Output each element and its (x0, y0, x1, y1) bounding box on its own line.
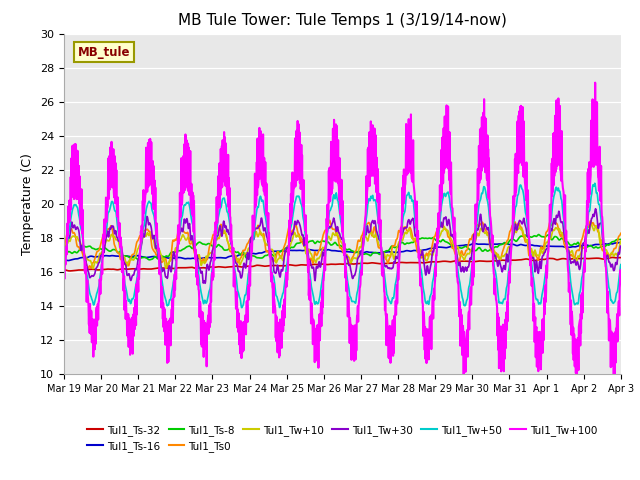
Tul1_Ts-16 (104, 253, 111, 259)
Tul1_Ts-8 (60, 253, 68, 259)
Tul1_Ts0 (326, 217, 333, 223)
Tul1_Tw+30 (592, 206, 600, 212)
Tul1_Tw+50 (60, 264, 68, 270)
Line: Tul1_Tw+30: Tul1_Tw+30 (64, 209, 621, 283)
Tul1_Ts-32 (126, 266, 134, 272)
Tul1_Tw+100 (318, 298, 326, 303)
Tul1_Ts-8 (535, 232, 543, 238)
Line: Tul1_Ts-16: Tul1_Ts-16 (64, 242, 621, 261)
Tul1_Tw+30 (318, 253, 326, 259)
Tul1_Ts-32 (609, 254, 616, 260)
Tul1_Ts-16 (378, 250, 385, 255)
Tul1_Ts-32 (378, 261, 385, 266)
Legend: Tul1_Ts-32, Tul1_Ts-16, Tul1_Ts-8, Tul1_Ts0, Tul1_Tw+10, Tul1_Tw+30, Tul1_Tw+50,: Tul1_Ts-32, Tul1_Ts-16, Tul1_Ts-8, Tul1_… (83, 420, 602, 456)
Tul1_Tw+10 (617, 238, 625, 244)
Tul1_Ts-8 (126, 255, 134, 261)
Tul1_Ts-8 (297, 240, 305, 245)
Tul1_Ts0 (60, 244, 68, 250)
Tul1_Tw+100 (103, 206, 111, 212)
Tul1_Ts-8 (103, 247, 111, 252)
Title: MB Tule Tower: Tule Temps 1 (3/19/14-now): MB Tule Tower: Tule Temps 1 (3/19/14-now… (178, 13, 507, 28)
Tul1_Tw+50 (308, 288, 316, 293)
Tul1_Tw+100 (617, 274, 625, 279)
Tul1_Ts0 (308, 258, 316, 264)
Tul1_Tw+50 (318, 277, 326, 283)
Tul1_Tw+10 (378, 247, 385, 252)
Tul1_Ts0 (104, 227, 111, 232)
Tul1_Tw+10 (103, 237, 111, 243)
Tul1_Ts-16 (60, 258, 68, 264)
Tul1_Tw+10 (162, 266, 170, 272)
Tul1_Ts-16 (297, 248, 305, 253)
Tul1_Ts-32 (60, 267, 68, 273)
Tul1_Ts0 (617, 230, 625, 236)
Tul1_Tw+10 (297, 234, 305, 240)
Tul1_Ts0 (378, 250, 385, 256)
Tul1_Tw+30 (308, 265, 316, 271)
Tul1_Tw+100 (308, 305, 316, 311)
Tul1_Ts-32 (308, 262, 316, 268)
Tul1_Tw+100 (573, 373, 581, 379)
Tul1_Tw+30 (103, 230, 111, 236)
Tul1_Tw+100 (591, 80, 599, 85)
Tul1_Ts-16 (308, 247, 316, 253)
Tul1_Tw+100 (377, 244, 385, 250)
Tul1_Ts-8 (617, 237, 625, 242)
Tul1_Tw+50 (591, 180, 598, 186)
Tul1_Tw+10 (60, 245, 68, 251)
Tul1_Tw+50 (378, 244, 385, 250)
Tul1_Tw+100 (60, 264, 68, 269)
Tul1_Ts-8 (308, 238, 316, 243)
Text: MB_tule: MB_tule (78, 46, 131, 59)
Y-axis label: Temperature (C): Temperature (C) (22, 153, 35, 255)
Tul1_Ts-8 (145, 257, 153, 263)
Tul1_Tw+10 (588, 220, 595, 226)
Tul1_Ts0 (84, 265, 92, 271)
Tul1_Ts0 (126, 257, 134, 263)
Tul1_Ts-32 (318, 261, 326, 267)
Tul1_Tw+50 (126, 298, 134, 303)
Tul1_Ts-16 (126, 254, 134, 260)
Tul1_Tw+30 (126, 274, 134, 280)
Tul1_Tw+10 (126, 257, 134, 263)
Tul1_Tw+30 (297, 225, 305, 231)
Tul1_Ts-16 (318, 246, 326, 252)
Line: Tul1_Ts-8: Tul1_Ts-8 (64, 235, 621, 260)
Tul1_Tw+30 (378, 244, 385, 250)
Tul1_Ts0 (318, 237, 326, 242)
Tul1_Tw+50 (297, 200, 305, 205)
Tul1_Tw+10 (318, 246, 326, 252)
Line: Tul1_Tw+50: Tul1_Tw+50 (64, 183, 621, 308)
Tul1_Ts-32 (66, 268, 74, 274)
Tul1_Ts-32 (104, 266, 111, 272)
Line: Tul1_Tw+10: Tul1_Tw+10 (64, 223, 621, 269)
Tul1_Ts-32 (617, 255, 625, 261)
Line: Tul1_Ts0: Tul1_Ts0 (64, 220, 621, 268)
Tul1_Tw+50 (238, 305, 246, 311)
Tul1_Ts0 (297, 239, 305, 244)
Tul1_Tw+30 (617, 243, 625, 249)
Line: Tul1_Tw+100: Tul1_Tw+100 (64, 83, 621, 376)
Tul1_Tw+30 (60, 246, 68, 252)
Tul1_Tw+30 (202, 280, 209, 286)
Tul1_Tw+100 (296, 144, 304, 149)
Tul1_Tw+100 (126, 319, 134, 324)
Tul1_Ts-16 (65, 258, 72, 264)
Tul1_Ts-8 (318, 238, 326, 243)
Tul1_Ts-8 (378, 250, 385, 256)
Line: Tul1_Ts-32: Tul1_Ts-32 (64, 257, 621, 271)
Tul1_Ts-32 (297, 262, 305, 268)
Tul1_Tw+50 (617, 262, 625, 267)
Tul1_Tw+50 (103, 222, 111, 228)
Tul1_Tw+10 (308, 254, 316, 260)
Tul1_Ts-16 (617, 240, 625, 245)
